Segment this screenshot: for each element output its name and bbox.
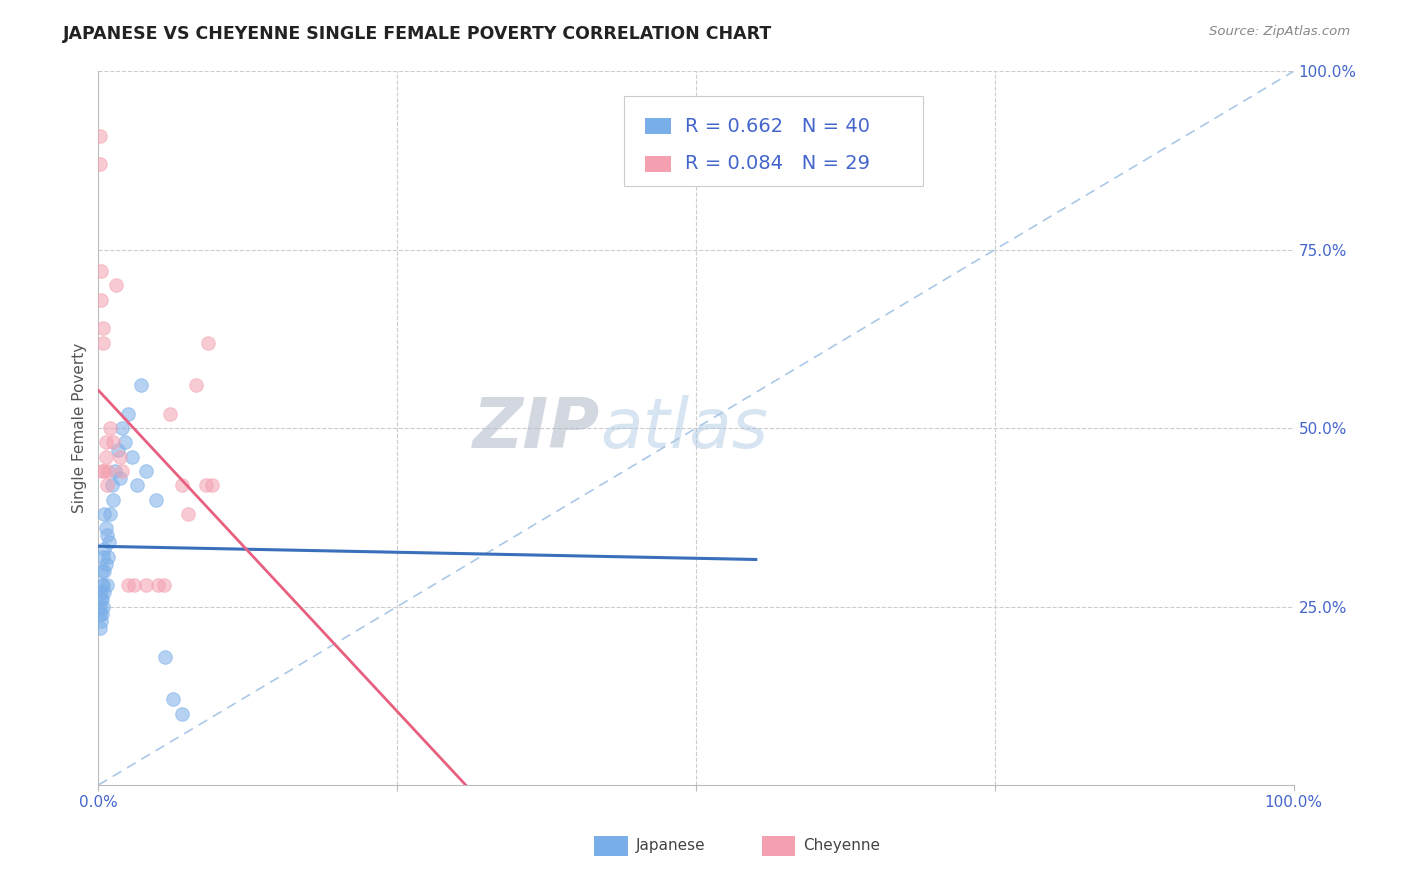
Point <box>91 549 114 564</box>
Point <box>197 335 219 350</box>
Point <box>91 335 114 350</box>
Point <box>91 592 114 607</box>
Point <box>97 549 120 564</box>
Point <box>111 421 134 435</box>
Point <box>114 435 136 450</box>
Point <box>145 492 167 507</box>
Point <box>117 407 139 421</box>
Point <box>125 478 148 492</box>
Point <box>91 564 114 578</box>
Point <box>93 585 115 599</box>
FancyBboxPatch shape <box>595 837 628 856</box>
Point <box>100 478 122 492</box>
Point <box>94 521 117 535</box>
Point <box>90 264 112 278</box>
Y-axis label: Single Female Poverty: Single Female Poverty <box>72 343 87 513</box>
Point <box>91 599 114 614</box>
Point <box>96 578 118 592</box>
Text: Source: ZipAtlas.com: Source: ZipAtlas.com <box>1209 25 1350 38</box>
Text: R = 0.084   N = 29: R = 0.084 N = 29 <box>685 154 870 173</box>
Point <box>98 421 122 435</box>
Point <box>172 706 194 721</box>
Point <box>98 507 122 521</box>
Point <box>135 464 157 478</box>
Point <box>135 578 157 592</box>
Text: atlas: atlas <box>600 394 768 462</box>
Point <box>108 471 131 485</box>
Point <box>94 450 117 464</box>
Point <box>89 599 111 614</box>
Point <box>124 578 146 592</box>
Point <box>91 321 114 335</box>
Point <box>131 378 153 392</box>
FancyBboxPatch shape <box>644 119 671 134</box>
Point <box>172 478 194 492</box>
Point <box>104 464 127 478</box>
Point <box>89 128 111 143</box>
Point <box>90 293 112 307</box>
Text: Japanese: Japanese <box>637 838 706 853</box>
Point <box>91 607 114 621</box>
Point <box>111 464 134 478</box>
Point <box>93 564 115 578</box>
Point <box>96 528 118 542</box>
Point <box>107 442 129 457</box>
Point <box>121 450 143 464</box>
Point <box>97 464 120 478</box>
Point <box>159 407 181 421</box>
Point <box>98 535 121 549</box>
Point <box>195 478 218 492</box>
Text: Cheyenne: Cheyenne <box>804 838 880 853</box>
FancyBboxPatch shape <box>644 156 671 172</box>
Point <box>90 592 112 607</box>
Point <box>89 157 111 171</box>
Point <box>93 464 115 478</box>
Point <box>186 378 208 392</box>
FancyBboxPatch shape <box>762 837 796 856</box>
Point <box>89 621 111 635</box>
Point <box>177 507 200 521</box>
Point <box>91 464 114 478</box>
Point <box>108 450 131 464</box>
FancyBboxPatch shape <box>624 96 922 186</box>
Point <box>148 578 170 592</box>
Point <box>101 492 124 507</box>
Point <box>105 278 128 293</box>
Point <box>94 557 117 571</box>
Point <box>201 478 224 492</box>
Point <box>93 507 115 521</box>
Point <box>91 578 114 592</box>
Point <box>117 578 139 592</box>
Point <box>162 692 184 706</box>
Text: ZIP: ZIP <box>472 394 600 462</box>
Text: R = 0.662   N = 40: R = 0.662 N = 40 <box>685 117 870 136</box>
Text: JAPANESE VS CHEYENNE SINGLE FEMALE POVERTY CORRELATION CHART: JAPANESE VS CHEYENNE SINGLE FEMALE POVER… <box>63 25 772 43</box>
Point <box>91 578 114 592</box>
Point <box>90 614 112 628</box>
Point <box>94 435 117 450</box>
Point <box>155 649 177 664</box>
Point <box>93 542 115 557</box>
Point <box>96 478 118 492</box>
Point <box>90 585 112 599</box>
Point <box>153 578 176 592</box>
Point <box>89 607 111 621</box>
Point <box>101 435 124 450</box>
